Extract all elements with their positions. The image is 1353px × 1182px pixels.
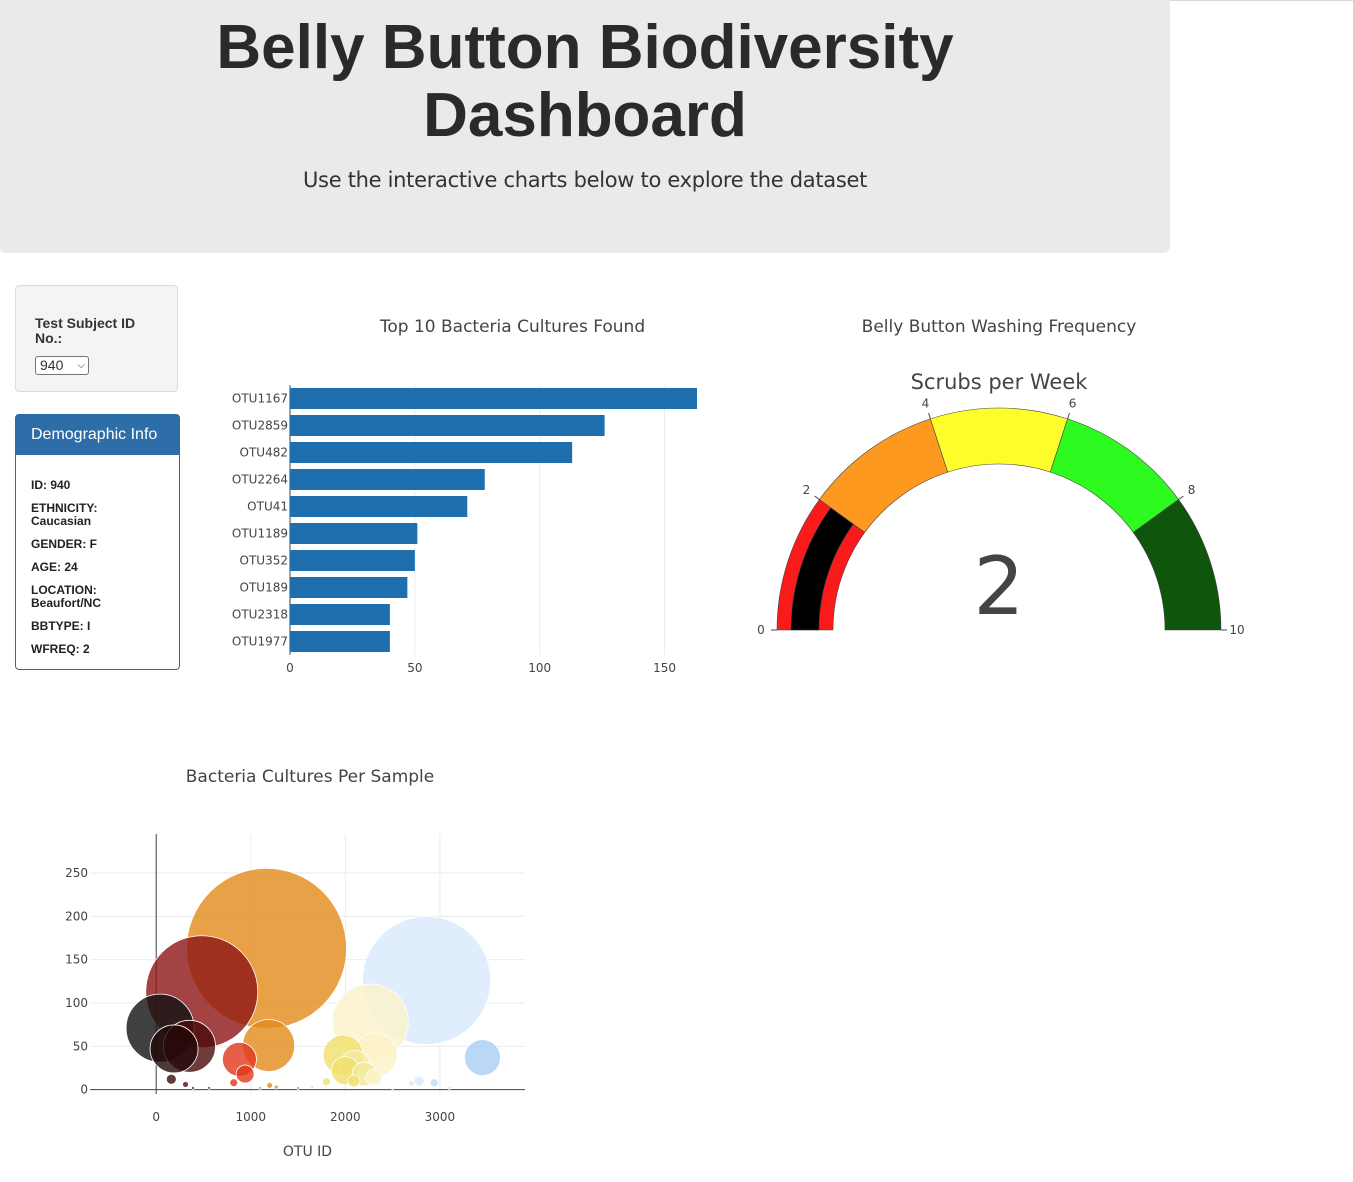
gauge-tick-label: 0 (757, 623, 765, 637)
bubble-point (347, 1074, 361, 1088)
bubble-point (182, 1081, 189, 1088)
bubble-y-tick-label: 250 (65, 866, 88, 880)
bar-category-label: OTU1189 (232, 527, 288, 541)
gauge-tick-label: 8 (1188, 483, 1196, 497)
bar-category-label: OTU2859 (232, 419, 288, 433)
bubble-point (464, 1039, 501, 1077)
bar (290, 577, 408, 598)
bar-category-label: OTU189 (240, 581, 288, 595)
bar-category-label: OTU2264 (232, 473, 288, 487)
bubble-point (365, 1069, 383, 1086)
bar (290, 631, 390, 652)
header-banner: Belly Button Biodiversity Dashboard Use … (0, 0, 1170, 253)
bar (290, 388, 697, 409)
bubble-point (258, 1086, 263, 1090)
bubble-point (429, 1078, 439, 1088)
bubble-point (207, 1086, 212, 1090)
demographic-info-heading: Demographic Info (16, 415, 179, 455)
bubble-x-tick-label: 1000 (235, 1110, 266, 1124)
demographic-id: ID: 940 (31, 478, 71, 492)
gauge-tick (1178, 495, 1184, 500)
gauge-subtitle: Scrubs per Week (911, 370, 1089, 394)
bar-category-label: OTU482 (240, 446, 288, 460)
bar-chart[interactable]: 0 50 100 150 OTU1167 OTU2859 OTU482 OTU2264 OTU4… (200, 370, 740, 680)
bar-category-label: OTU1167 (232, 392, 288, 406)
bubble-chart-title: Bacteria Cultures Per Sample (185, 767, 435, 787)
bar (290, 415, 605, 436)
page-subtitle: Use the interactive charts below to expl… (302, 168, 868, 192)
page-title-line2: Dashboard (423, 81, 747, 150)
bubble-point (235, 1064, 255, 1084)
bar-category-label: OTU41 (247, 500, 288, 514)
bubble-y-tick-label: 150 (65, 953, 88, 967)
gauge-tick (814, 495, 820, 500)
bubble-x-axis-label: OTU ID (283, 1144, 332, 1160)
bar-chart-title: Top 10 Bacteria Cultures Found (379, 317, 646, 337)
demographic-ethnicity: ETHNICITY: Caucasian (31, 501, 98, 528)
bar (290, 442, 573, 463)
gauge-chart-title: Belly Button Washing Frequency (861, 317, 1137, 337)
demographic-gender: GENDER: F (31, 537, 97, 551)
bar (290, 469, 485, 490)
page-title: Belly Button Biodiversity Dashboard (0, 14, 1170, 150)
bar (290, 550, 415, 571)
bar (290, 523, 418, 544)
demographic-info-panel: Demographic Info ID: 940 ETHNICITY: Cauc… (15, 414, 180, 670)
subject-id-label: Test Subject ID No.: (35, 315, 136, 346)
bubble-y-tick-label: 0 (80, 1083, 88, 1097)
bubble-point (447, 1086, 452, 1090)
gauge-step (930, 407, 1068, 473)
gauge-tick-label: 4 (922, 397, 930, 411)
gauge-chart[interactable]: 0 2 4 6 8 10 Scrubs per Week 2 (740, 360, 1270, 660)
bubble-x-tick-label: 0 (152, 1110, 160, 1124)
page-title-line1: Belly Button Biodiversity (216, 13, 954, 82)
bubble-point (273, 1084, 279, 1090)
bubble-x-tick-label: 3000 (425, 1110, 456, 1124)
bar-x-tick-label: 150 (653, 661, 676, 675)
demographic-age: AGE: 24 (31, 560, 78, 574)
bubble-point (310, 1085, 315, 1089)
demographic-info-body: ID: 940 ETHNICITY: Caucasian GENDER: F A… (16, 455, 179, 656)
bubble-point (296, 1086, 300, 1090)
bar-x-tick-label: 0 (286, 661, 294, 675)
subject-id-select[interactable]: 940 ⌵ (35, 356, 89, 375)
bar-category-label: OTU352 (240, 554, 288, 568)
demographic-bbtype: BBTYPE: I (31, 619, 91, 633)
gauge-value-bar (790, 507, 854, 631)
demographic-location: LOCATION: Beaufort/NC (31, 583, 102, 610)
bar-x-tick-label: 50 (407, 661, 422, 675)
bar-category-label: OTU1977 (232, 635, 288, 649)
bubble-y-tick-label: 100 (65, 996, 88, 1010)
bubble-chart[interactable]: 0 1000 2000 3000 0 50 100 150 200 250 OTU ID (40, 820, 560, 1170)
bar (290, 496, 468, 517)
bubble-point (191, 1086, 195, 1090)
bubble-point (149, 1024, 199, 1074)
demographic-wfreq: WFREQ: 2 (31, 642, 90, 656)
bar (290, 604, 390, 625)
subject-selector-panel: Test Subject ID No.: 940 ⌵ (15, 285, 178, 392)
chevron-down-icon: ⌵ (77, 360, 85, 371)
bubble-y-tick-label: 200 (65, 909, 88, 923)
bubble-point (229, 1078, 239, 1088)
gauge-value: 2 (974, 540, 1025, 633)
gauge-tick (928, 413, 931, 420)
subject-id-select-value: 940 (40, 357, 64, 373)
bubble-y-tick-label: 50 (73, 1039, 88, 1053)
bubble-point (390, 1086, 395, 1090)
bubble-point (413, 1075, 425, 1087)
gauge-tick-label: 2 (803, 483, 811, 497)
bubble-x-tick-label: 2000 (330, 1110, 361, 1124)
bubble-point (266, 1081, 274, 1089)
bubble-point (165, 1073, 177, 1085)
bubble-point (408, 1080, 415, 1088)
bar-x-tick-label: 100 (528, 661, 551, 675)
gauge-tick (1067, 413, 1070, 420)
gauge-tick-label: 10 (1229, 623, 1244, 637)
bubble-point (322, 1077, 331, 1087)
gauge-tick-label: 6 (1069, 397, 1077, 411)
bar-category-label: OTU2318 (232, 608, 288, 622)
